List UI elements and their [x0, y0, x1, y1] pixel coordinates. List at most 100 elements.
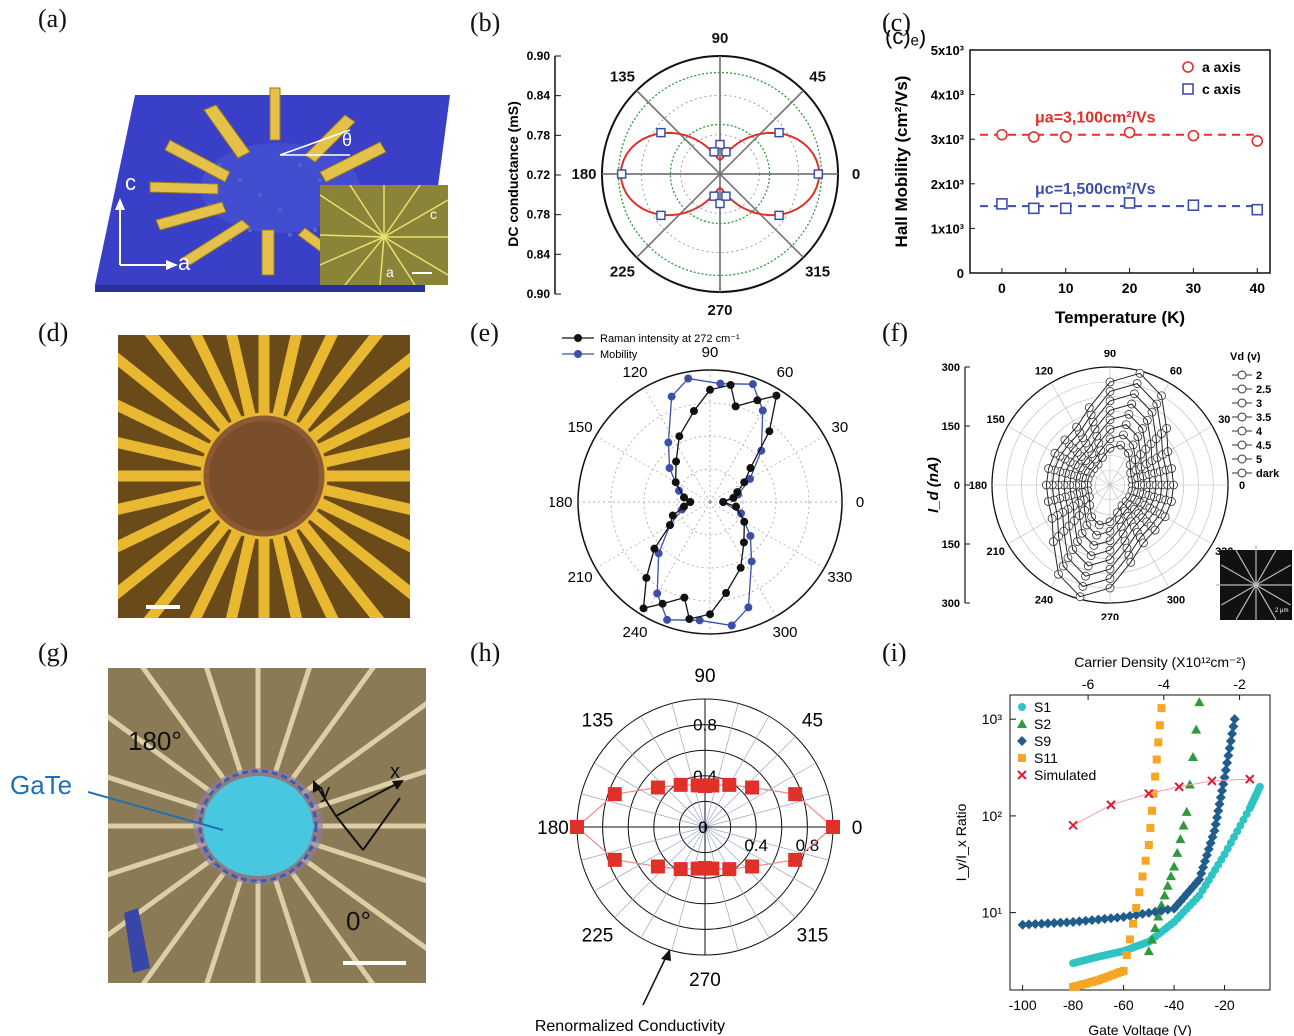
data-point	[570, 820, 584, 834]
mean-annotation: μa=3,100cm²/Vs	[1035, 110, 1156, 127]
radial-tick-label: 0.8	[693, 716, 717, 735]
data-point	[727, 621, 736, 630]
data-point	[1080, 915, 1091, 926]
data-point	[1162, 904, 1173, 915]
data-point	[1059, 131, 1072, 143]
y-axis-title: I_y/I_x Ratio	[953, 803, 969, 881]
radial-tick-label: 0.72	[527, 168, 551, 182]
data-point	[658, 599, 667, 608]
electrode-spoke	[204, 877, 244, 983]
data-point	[744, 603, 753, 612]
electrode-spoke	[297, 519, 385, 618]
inset-spoke	[1235, 550, 1257, 586]
inset-scale-label: 2 μm	[1275, 608, 1288, 614]
series-line	[1072, 778, 1250, 826]
legend-marker	[1237, 440, 1247, 450]
data-point	[656, 127, 666, 138]
data-point	[733, 488, 742, 497]
legend-label: c axis	[1202, 81, 1241, 97]
inset-spoke	[1255, 550, 1277, 586]
legend-marker	[1237, 398, 1247, 408]
polar-spoke	[643, 501, 711, 617]
data-point	[667, 392, 676, 401]
data-point	[1223, 750, 1234, 761]
polar-ring	[610, 402, 810, 602]
data-point	[788, 787, 803, 802]
radial-tick-label: 0	[954, 480, 960, 492]
data-point	[1188, 881, 1199, 892]
data-point	[1131, 909, 1142, 920]
electrode-spoke	[226, 335, 257, 419]
polar-spoke	[640, 826, 706, 939]
gate-label: GaTe	[10, 770, 73, 800]
polar-spoke	[709, 435, 825, 503]
data-point	[716, 379, 725, 388]
polar-angle-label: 30	[832, 419, 849, 436]
data-point	[706, 610, 714, 619]
electrode-spoke	[309, 840, 426, 884]
data-point	[1123, 197, 1136, 209]
panel-label-a: (a)	[38, 4, 67, 33]
electrode-spoke	[118, 352, 221, 443]
axis-x-label: x	[390, 761, 400, 783]
inset-spoke	[1255, 564, 1291, 586]
polar-angle-label: 240	[622, 624, 647, 640]
radial-tick-label: 0.90	[527, 287, 551, 301]
data-point	[1028, 131, 1040, 143]
panel-label-d: (d)	[38, 318, 69, 347]
data-point	[745, 859, 760, 874]
data-point	[1153, 911, 1164, 921]
data-point	[1155, 721, 1164, 730]
data-point	[745, 780, 760, 795]
radial-tick-label: 150	[942, 421, 960, 433]
top-x-tick-label: -4	[1158, 676, 1171, 692]
inset-spoke	[1221, 584, 1257, 606]
x-axis-title: Renormalized Conductivity	[535, 1018, 725, 1035]
axis-c-label: c	[125, 170, 136, 195]
polar-spoke	[704, 703, 739, 828]
data-point	[1191, 724, 1202, 734]
data-point	[1196, 868, 1207, 879]
data-point	[1211, 812, 1222, 823]
polar-spoke	[709, 387, 777, 503]
data-point	[1228, 721, 1239, 732]
electrode-spoke	[140, 668, 228, 783]
data-point	[1172, 847, 1183, 857]
x-tick-label: 10	[1058, 280, 1074, 296]
electrode-spoke	[288, 869, 376, 983]
electrode-spoke	[140, 869, 228, 983]
data-point	[1229, 714, 1240, 725]
polar-angle-label: 300	[1167, 594, 1185, 606]
polar-angle-label: 90	[702, 344, 719, 361]
legend-label: dark	[1256, 468, 1280, 480]
data-point	[665, 464, 674, 473]
legend-label: Mobility	[600, 349, 638, 361]
electrode-spoke	[285, 335, 339, 425]
series-line	[1045, 372, 1175, 598]
data-point	[729, 493, 738, 502]
data-point	[1217, 785, 1228, 796]
angle-0-label: 0°	[346, 906, 371, 936]
legend-marker	[1018, 703, 1026, 711]
data-point	[1251, 135, 1264, 147]
polar-ring	[676, 468, 744, 536]
data-point	[726, 381, 735, 390]
data-point	[996, 198, 1008, 210]
data-point	[1093, 914, 1104, 925]
data-point	[680, 593, 689, 602]
inset-c-label: c	[430, 206, 437, 222]
data-point	[1224, 743, 1235, 754]
data-point	[673, 862, 688, 877]
data-point	[1141, 856, 1150, 865]
data-point	[1147, 806, 1156, 815]
panel-label-h: (h)	[470, 638, 501, 667]
x-tick-label: 30	[1186, 280, 1202, 296]
data-point	[758, 406, 767, 415]
legend-marker	[574, 350, 582, 358]
x-tick-label: -80	[1063, 997, 1083, 1013]
data-point	[671, 478, 680, 487]
legend-label: 3	[1256, 398, 1262, 410]
y-tick-label: 5x10³	[931, 43, 965, 58]
data-point	[1188, 752, 1199, 762]
x-tick-label: -60	[1113, 997, 1133, 1013]
